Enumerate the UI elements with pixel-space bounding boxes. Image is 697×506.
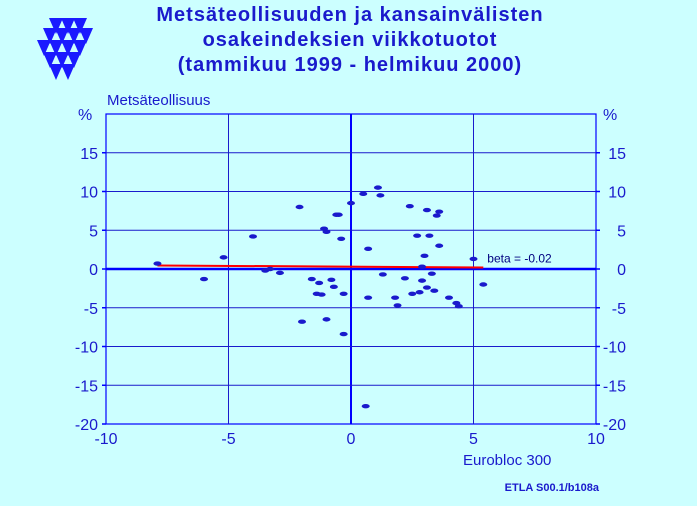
- y-unit-left: %: [78, 107, 92, 124]
- logo-triangle: [73, 18, 87, 34]
- x-tick-label: 10: [587, 431, 605, 448]
- data-point: [422, 285, 431, 290]
- x-tick-label: 5: [469, 431, 478, 448]
- data-point: [315, 280, 324, 286]
- data-point: [391, 295, 400, 300]
- data-point: [400, 276, 409, 281]
- x-tick-label: 0: [347, 431, 356, 448]
- data-point: [266, 266, 275, 272]
- source-label: ETLA S00.1/b108a: [504, 482, 599, 494]
- y-tick-label-right: 5: [617, 223, 626, 240]
- data-point: [298, 319, 306, 324]
- logo-triangle: [61, 40, 75, 56]
- data-point: [317, 292, 326, 297]
- data-point: [418, 264, 427, 269]
- y-unit-right: %: [603, 107, 617, 124]
- logo-triangle: [43, 28, 57, 44]
- data-point: [339, 331, 348, 337]
- data-point: [405, 204, 414, 209]
- x-tick-label: -5: [221, 431, 235, 448]
- y-tick-label-left: 0: [89, 262, 98, 279]
- y-tick-label-right: -5: [612, 301, 626, 318]
- y-tick-label-right: 15: [608, 146, 626, 163]
- logo-triangle: [55, 28, 69, 44]
- logo-triangle: [79, 28, 93, 44]
- data-point: [322, 229, 331, 234]
- data-point: [427, 271, 436, 276]
- logo-triangle: [73, 40, 87, 56]
- data-point: [275, 270, 284, 276]
- data-point: [422, 207, 431, 213]
- data-point: [334, 212, 343, 217]
- data-point: [415, 290, 424, 295]
- data-point: [376, 193, 385, 198]
- data-point: [435, 243, 444, 248]
- chart-title-line-2: osakeindeksien viikkotuotot: [202, 29, 498, 51]
- data-point: [295, 204, 304, 210]
- data-point: [425, 233, 434, 238]
- y-tick-label-right: 0: [617, 262, 626, 279]
- data-point: [420, 253, 429, 259]
- chart-title-line-3: (tammikuu 1999 - helmikuu 2000): [177, 54, 523, 76]
- logo-triangle: [61, 64, 75, 80]
- data-point: [378, 272, 387, 277]
- data-point: [359, 191, 368, 197]
- data-point: [307, 276, 316, 282]
- data-point: [347, 200, 355, 206]
- logo-triangle: [49, 40, 63, 56]
- logo-triangle: [55, 52, 69, 68]
- y-tick-label-left: -10: [75, 340, 98, 357]
- x-axis-title: Eurobloc 300: [463, 452, 552, 469]
- data-point: [153, 261, 162, 266]
- data-point: [249, 234, 257, 239]
- data-point: [430, 288, 439, 293]
- y-tick-label-left: -20: [75, 417, 98, 434]
- y-tick-label-right: -20: [603, 417, 626, 434]
- logo-triangle: [49, 64, 63, 80]
- data-point: [322, 317, 331, 322]
- data-point: [418, 278, 427, 283]
- data-point: [454, 304, 463, 309]
- y-tick-label-left: 5: [89, 223, 98, 240]
- y-tick-label-left: 10: [80, 185, 98, 202]
- data-point: [339, 291, 348, 296]
- logo-triangle: [67, 52, 81, 68]
- data-point: [445, 295, 453, 300]
- data-point: [364, 295, 373, 300]
- data-point: [200, 276, 208, 282]
- data-point: [432, 213, 441, 218]
- logo-triangle: [61, 18, 75, 34]
- y-tick-label-right: -15: [603, 378, 626, 395]
- y-tick-label-right: 10: [608, 185, 626, 202]
- y-tick-label-left: -5: [84, 301, 98, 318]
- data-point: [337, 236, 346, 241]
- y-tick-label-left: 15: [80, 146, 98, 163]
- data-point: [479, 282, 488, 287]
- data-point: [329, 284, 338, 290]
- logo-triangle: [67, 28, 81, 44]
- logo-triangle: [43, 52, 57, 68]
- data-point: [408, 291, 417, 296]
- etla-logo-icon: [37, 18, 93, 80]
- data-point: [373, 185, 382, 190]
- y-tick-label-right: -10: [603, 340, 626, 357]
- logo-triangle: [37, 40, 51, 56]
- x-tick-label: -10: [94, 431, 117, 448]
- regression-line: [157, 264, 484, 269]
- data-point: [327, 277, 336, 283]
- logo-triangle: [49, 18, 63, 34]
- y-tick-label-left: -15: [75, 378, 98, 395]
- data-point: [361, 403, 370, 409]
- data-point: [393, 303, 402, 308]
- data-point: [469, 256, 478, 262]
- data-point: [364, 246, 373, 252]
- data-point: [435, 209, 444, 214]
- data-point: [219, 255, 228, 260]
- y-axis-title: Metsäteollisuus: [107, 92, 211, 109]
- regression-label: beta = -0.02: [487, 252, 552, 266]
- chart-title-line-1: Metsäteollisuuden ja kansainvälisten: [156, 4, 544, 26]
- data-point: [413, 233, 422, 238]
